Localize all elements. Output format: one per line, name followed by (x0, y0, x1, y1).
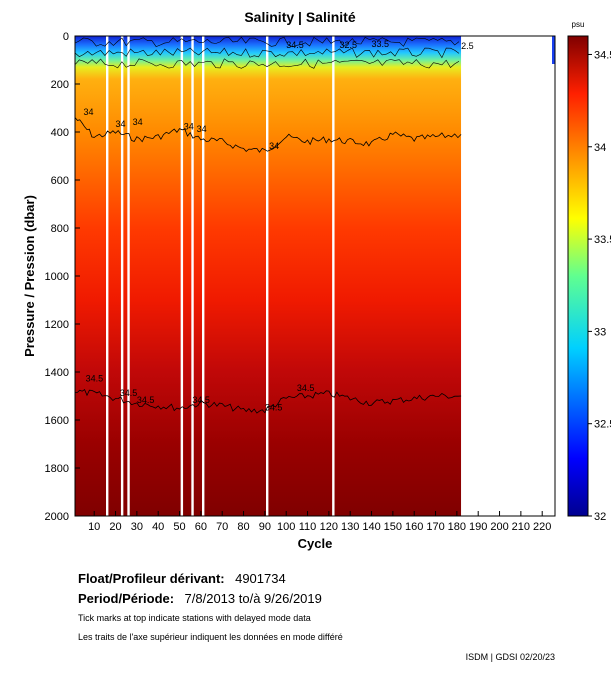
x-tick-label: 120 (320, 521, 338, 533)
y-tick-label: 0 (63, 31, 69, 43)
gap-line (106, 36, 109, 516)
x-tick-label: 140 (362, 521, 380, 533)
colorbar-tick-label: 32.5 (594, 419, 611, 431)
contour-label: 34.5 (86, 374, 104, 384)
gap-line (120, 36, 124, 516)
contour-label: 34 (269, 141, 279, 151)
y-tick-label: 1200 (45, 319, 69, 331)
contour-label: 34.5 (192, 395, 210, 405)
x-tick-label: 80 (237, 521, 249, 533)
x-tick-label: 180 (448, 521, 466, 533)
contour-label: 34 (116, 119, 126, 129)
gap-line (127, 36, 130, 516)
x-axis: 10 20 30 40 50 60 70 80 90 100 110 120 130 140 150 160 1… (88, 511, 551, 533)
x-tick-label: 200 (490, 521, 508, 533)
x-tick-label: 170 (426, 521, 444, 533)
surface-contour (74, 58, 460, 69)
colorbar-gradient (567, 35, 589, 517)
gap-line (332, 36, 335, 516)
contour-label: 34.5 (297, 383, 315, 393)
y-tick-label: 1800 (45, 463, 69, 475)
contour-label: 34 (184, 122, 194, 132)
x-tick-label: 70 (216, 521, 228, 533)
surface-contour (74, 47, 460, 59)
data-gap-lines (106, 36, 335, 516)
gap-line (266, 36, 269, 516)
footer-credit: ISDM | GDSI 02/20/23 (465, 652, 555, 662)
note-english: Tick marks at top indicate stations with… (78, 613, 311, 623)
float-info: Float/Profileur dérivant: 4901734 (78, 570, 286, 588)
colorbar: psu 32 32.5 33 33.5 34 34.5 (567, 20, 611, 523)
x-tick-label: 90 (259, 521, 271, 533)
contour-line (74, 388, 462, 414)
x-axis-label: Cycle (298, 536, 333, 551)
contour-label: 33.5 (372, 39, 390, 49)
period-label: Period/Période: (78, 591, 175, 606)
contour-lines (74, 36, 462, 414)
gap-line (180, 36, 184, 516)
contour-line (74, 117, 462, 153)
y-tick-label: 1400 (45, 367, 69, 379)
colorbar-tick-label: 34 (594, 142, 606, 154)
y-tick-label: 200 (51, 79, 69, 91)
note-french: Les traits de l'axe supérieur indiquent … (78, 632, 343, 642)
x-tick-label: 50 (173, 521, 185, 533)
y-tick-label: 1600 (45, 415, 69, 427)
float-value: 4901734 (235, 571, 286, 586)
y-tick-label: 400 (51, 127, 69, 139)
period-info: Period/Période: 7/8/2013 to/à 9/26/2019 (78, 590, 322, 608)
contour-label: 34 (197, 124, 207, 134)
y-tick-label: 2000 (45, 511, 69, 523)
x-tick-label: 210 (512, 521, 530, 533)
colorbar-tick-label: 34.5 (594, 49, 611, 61)
x-tick-label: 40 (152, 521, 164, 533)
x-tick-label: 20 (109, 521, 121, 533)
y-tick-label: 600 (51, 175, 69, 187)
x-tick-label: 60 (195, 521, 207, 533)
contour-label: 34 (84, 107, 94, 117)
contour-label: 34.5 (265, 402, 283, 412)
x-tick-label: 220 (533, 521, 551, 533)
gap-line (202, 36, 205, 516)
float-label: Float/Profileur dérivant: (78, 571, 225, 586)
no-data-region (461, 36, 555, 516)
contour-label: 34.5 (137, 395, 155, 405)
colorbar-tick-label: 33.5 (594, 234, 611, 246)
x-tick-label: 110 (299, 521, 317, 533)
contour-label: 34 (133, 117, 143, 127)
y-axis-label: Pressure / Pression (dbar) (22, 195, 37, 357)
colorbar-tick-label: 32 (594, 511, 606, 523)
period-value: 7/8/2013 to/à 9/26/2019 (184, 591, 322, 606)
surface-contour (74, 36, 460, 48)
y-axis: 0 200 400 600 800 1000 1200 1400 1600 1800 2000 (45, 31, 80, 523)
x-tick-label: 100 (277, 521, 295, 533)
colorbar-unit: psu (572, 20, 585, 29)
contour-label: 32.5 (340, 40, 358, 50)
contour-label: 34.5 (286, 40, 304, 50)
x-tick-label: 150 (384, 521, 402, 533)
x-tick-label: 190 (469, 521, 487, 533)
x-tick-label: 10 (88, 521, 100, 533)
contour-label: 2.5 (461, 41, 474, 51)
y-tick-label: 800 (51, 223, 69, 235)
contour-label: 34.5 (120, 388, 138, 398)
x-tick-label: 30 (131, 521, 143, 533)
chart-title: Salinity | Salinité (244, 9, 355, 25)
gap-line (191, 36, 194, 516)
plot-area (75, 36, 555, 516)
edge-strip (552, 36, 555, 64)
y-tick-label: 1000 (45, 271, 69, 283)
colorbar-tick-label: 33 (594, 326, 606, 338)
x-tick-label: 130 (341, 521, 359, 533)
x-tick-label: 160 (405, 521, 423, 533)
